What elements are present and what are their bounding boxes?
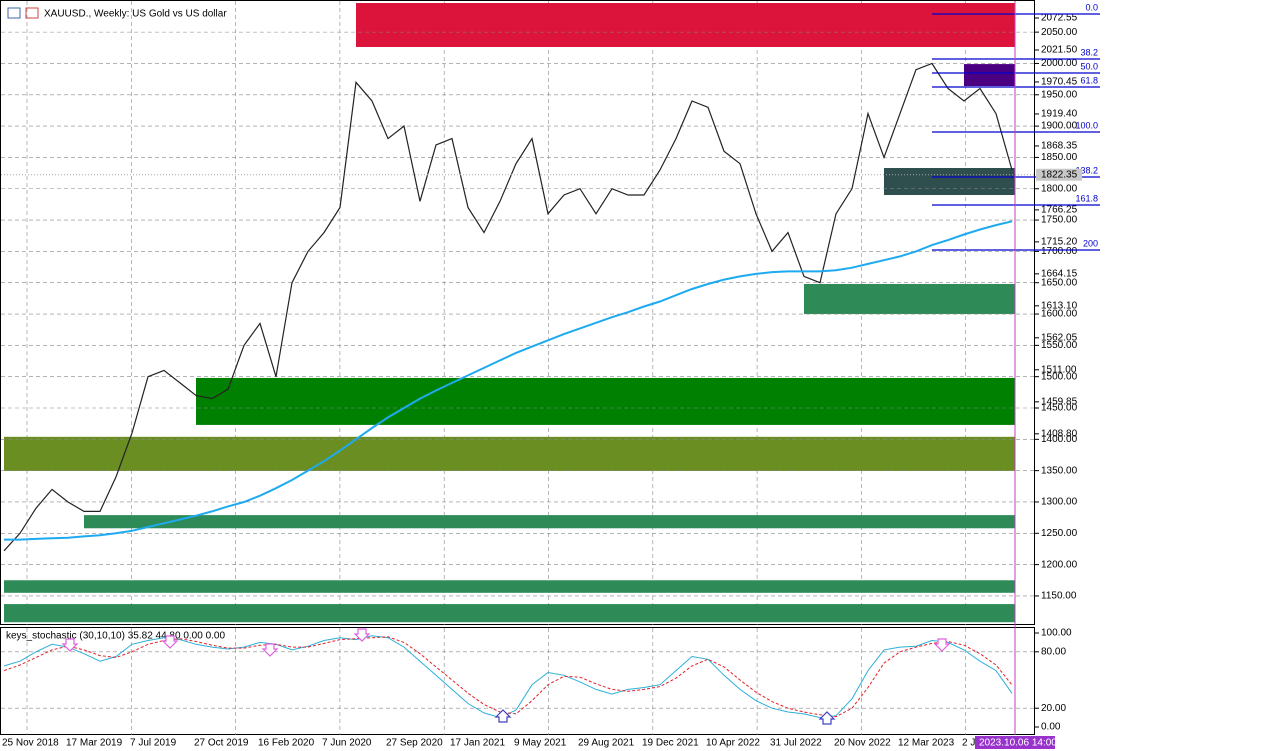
last-price-box	[1036, 168, 1082, 181]
y-tick-label: 1408.80	[1041, 428, 1078, 439]
y-tick-label: 1715.20	[1041, 237, 1078, 248]
moving-average	[4, 220, 1013, 541]
signal-arrow	[818, 711, 836, 725]
x-tick-label: 31 Jul 2022	[770, 738, 822, 749]
zone	[964, 64, 1015, 87]
y-tick-label: 1459.85	[1041, 396, 1078, 407]
x-tick-label: 29 Aug 2021	[578, 738, 635, 749]
y-tick-label: 2072.55	[1041, 13, 1078, 24]
x-tick-label: 10 Apr 2022	[706, 738, 760, 749]
zone	[84, 515, 1015, 529]
y-tick-label: 100.00	[1041, 628, 1072, 639]
fib-label: 0.0	[1085, 2, 1098, 12]
symbol-icons	[7, 7, 39, 19]
y-tick-label: 1562.05	[1041, 332, 1078, 343]
zone	[356, 3, 1015, 47]
zone	[196, 377, 1015, 425]
zone	[4, 580, 1015, 593]
y-tick-label: 1250.00	[1041, 528, 1078, 539]
y-tick-label: 1650.00	[1041, 277, 1078, 288]
zone	[804, 283, 1015, 315]
y-tick-label: 1550.00	[1041, 340, 1078, 351]
x-tick-label: 12 Mar 2023	[898, 738, 955, 749]
indicator-title: keys_stochastic (30,10,10) 35.82 44.80 0…	[6, 631, 225, 642]
y-tick-label: 2021.50	[1041, 45, 1078, 56]
y-tick-label: 1150.00	[1041, 591, 1077, 602]
x-tick-label: 19 Dec 2021	[642, 738, 699, 749]
y-tick-label: 1200.00	[1041, 559, 1078, 570]
chart-title: XAUUSD., Weekly: US Gold vs US dollar	[44, 9, 227, 20]
x-tick-label: 7 Jul 2019	[130, 738, 177, 749]
x-tick-label: 17 Jan 2021	[450, 738, 505, 749]
zone	[884, 168, 1015, 196]
x-tick-label: 27 Oct 2019	[194, 738, 249, 749]
indicator-frame	[0, 627, 1035, 735]
y-tick-label: 1950.00	[1041, 89, 1078, 100]
y-tick-label: 1850.00	[1041, 152, 1078, 163]
y-tick-label: 1919.40	[1041, 109, 1078, 120]
zone	[4, 436, 1015, 471]
x-tick-label: 7 Jun 2020	[322, 738, 372, 749]
y-tick-label: 2000.00	[1041, 58, 1078, 69]
y-tick-label: 1970.45	[1041, 77, 1078, 88]
fib-label: 50.0	[1080, 61, 1098, 71]
fib-label: 138.2	[1075, 165, 1098, 175]
y-tick-label: 80.00	[1041, 646, 1066, 657]
stochastic-line	[3, 635, 1013, 719]
cursor-time: 2023.10.06 14:00	[979, 738, 1057, 749]
fib-label: 200	[1083, 238, 1098, 248]
price-line	[3, 62, 1013, 552]
y-tick-label: 1613.10	[1041, 300, 1078, 311]
x-tick-label: 16 Feb 2020	[258, 738, 315, 749]
signal-arrow	[353, 628, 371, 642]
y-tick-label: 1450.00	[1041, 403, 1078, 414]
stochastic-line	[3, 636, 1013, 718]
signal-arrow	[261, 643, 279, 657]
signal-arrow	[494, 709, 512, 723]
signal-arrow	[61, 638, 79, 652]
y-tick-label: 1400.00	[1041, 434, 1078, 445]
fib-label: 61.8	[1080, 75, 1098, 85]
fib-label: 161.8	[1075, 193, 1098, 203]
y-tick-label: 1350.00	[1041, 465, 1078, 476]
y-tick-label: 1700.00	[1041, 246, 1078, 257]
y-tick-label: 0.00	[1041, 722, 1061, 733]
last-price-label: 1822.35	[1041, 169, 1078, 180]
main-frame	[0, 0, 1035, 625]
y-tick-label: 1800.00	[1041, 183, 1078, 194]
zone	[4, 604, 1015, 623]
y-tick-label: 1300.00	[1041, 497, 1078, 508]
fib-label: 38.2	[1080, 47, 1098, 57]
y-tick-label: 1500.00	[1041, 371, 1078, 382]
signal-arrow	[933, 638, 951, 652]
signal-arrow	[161, 635, 179, 649]
y-tick-label: 1600.00	[1041, 309, 1078, 320]
fib-label: 100.0	[1075, 120, 1098, 130]
y-tick-label: 1511.00	[1041, 364, 1077, 375]
y-tick-label: 1900.00	[1041, 121, 1078, 132]
y-tick-label: 1766.25	[1041, 205, 1078, 216]
x-tick-label: 9 May 2021	[514, 738, 567, 749]
y-tick-label: 2050.00	[1041, 27, 1078, 38]
cursor-time-box	[975, 736, 1055, 749]
y-tick-label: 1664.15	[1041, 268, 1078, 279]
x-tick-label: 20 Nov 2022	[834, 738, 891, 749]
y-tick-label: 1868.35	[1041, 141, 1078, 152]
x-tick-label: 27 Sep 2020	[386, 738, 443, 749]
y-tick-label: 20.00	[1041, 703, 1066, 714]
x-tick-label: 25 Nov 2018	[2, 738, 59, 749]
y-tick-label: 1750.00	[1041, 215, 1078, 226]
x-tick-label: 17 Mar 2019	[66, 738, 123, 749]
